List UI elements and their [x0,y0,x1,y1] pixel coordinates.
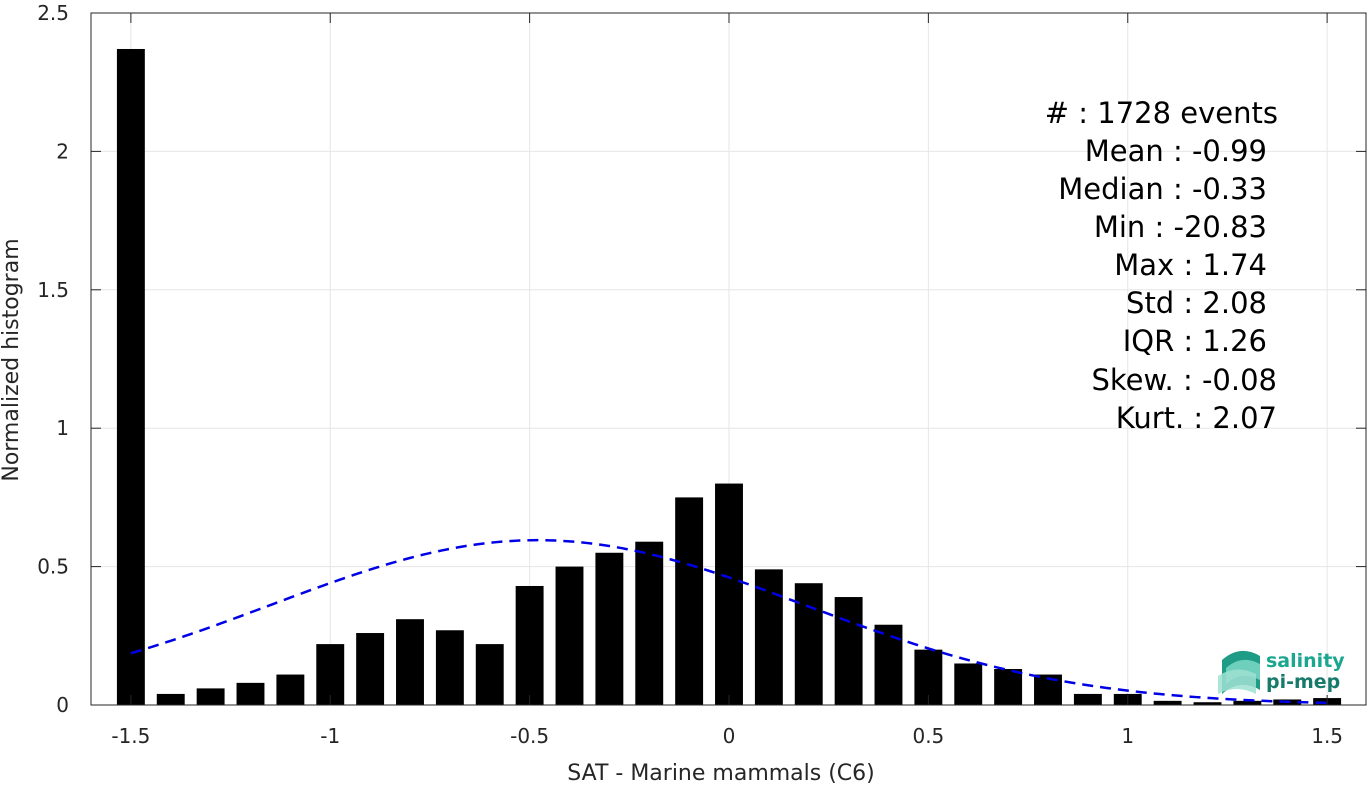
y-tick-label: 1.5 [37,278,69,302]
histogram-bar [874,624,903,705]
histogram-bar [595,552,624,705]
stat-kurt: Kurt. : 2.07 [1116,401,1277,435]
stat-std: Std : 2.08 [1126,286,1267,320]
y-axis-label: Normalized histogram [0,238,24,481]
histogram-bar [1073,693,1102,705]
x-tick-label: -0.5 [510,724,549,748]
stat-max: Max : 1.74 [1114,248,1267,282]
histogram-bar [116,48,145,706]
histogram-bar [435,630,464,705]
stat-min: Min : -20.83 [1094,210,1267,244]
x-tick-label: 1 [1121,724,1134,748]
histogram-bar [475,644,504,705]
x-tick-label: -1 [320,724,340,748]
histogram-bar [794,583,823,705]
normal-fit-curve [130,538,1328,705]
histogram-bar [675,497,704,705]
x-tick-label: -1.5 [111,724,150,748]
stat-mean: Mean : -0.99 [1085,134,1267,168]
salinity-pimep-logo: salinity pi-mep [1218,650,1345,694]
wave-logo-icon [1218,650,1260,694]
y-tick-label: 1 [56,416,69,440]
x-axis-label: SAT - Marine mammals (C6) [567,761,875,785]
histogram-bar [754,569,783,705]
axis-ticks: -1.5 -1 -0.5 0 0.5 1 1.5 0 0.5 1 1.5 2 2.5 [37,1,1366,748]
x-tick-label: 1.5 [1311,724,1343,748]
stat-median: Median : -0.33 [1058,172,1267,206]
y-tick-label: 2.5 [37,1,69,25]
stat-skew: Skew. : -0.08 [1091,363,1277,397]
histogram-bars [116,48,1342,706]
histogram-bar [515,585,544,705]
histogram-bar [1193,702,1222,705]
histogram-bar [994,669,1023,705]
histogram-bar [236,682,265,705]
histogram-bar [316,644,345,705]
statistics-annotation: # : 1728 events Mean : -0.99 Median : -0… [1045,96,1278,435]
logo-text-pimep: pi-mep [1266,671,1340,693]
stat-iqr: IQR : 1.26 [1123,324,1267,358]
y-tick-label: 2 [56,139,69,163]
x-tick-label: 0.5 [912,724,944,748]
histogram-bar [954,663,983,705]
histogram-bar [396,619,424,705]
y-tick-label: 0 [56,693,69,717]
histogram-bar [834,597,863,705]
histogram-bar [1233,700,1262,705]
histogram-bar [276,674,305,705]
histogram-bar [196,688,225,705]
x-tick-label: 0 [723,724,736,748]
histogram-bar [635,541,664,705]
stat-count: # : 1728 events [1045,96,1278,130]
histogram-bar [156,693,185,705]
histogram-bar [715,483,743,705]
y-tick-label: 0.5 [37,555,69,579]
histogram-bar [555,566,584,705]
histogram-bar [1153,700,1182,705]
logo-text-salinity: salinity [1266,650,1345,672]
histogram-bar [356,633,385,705]
